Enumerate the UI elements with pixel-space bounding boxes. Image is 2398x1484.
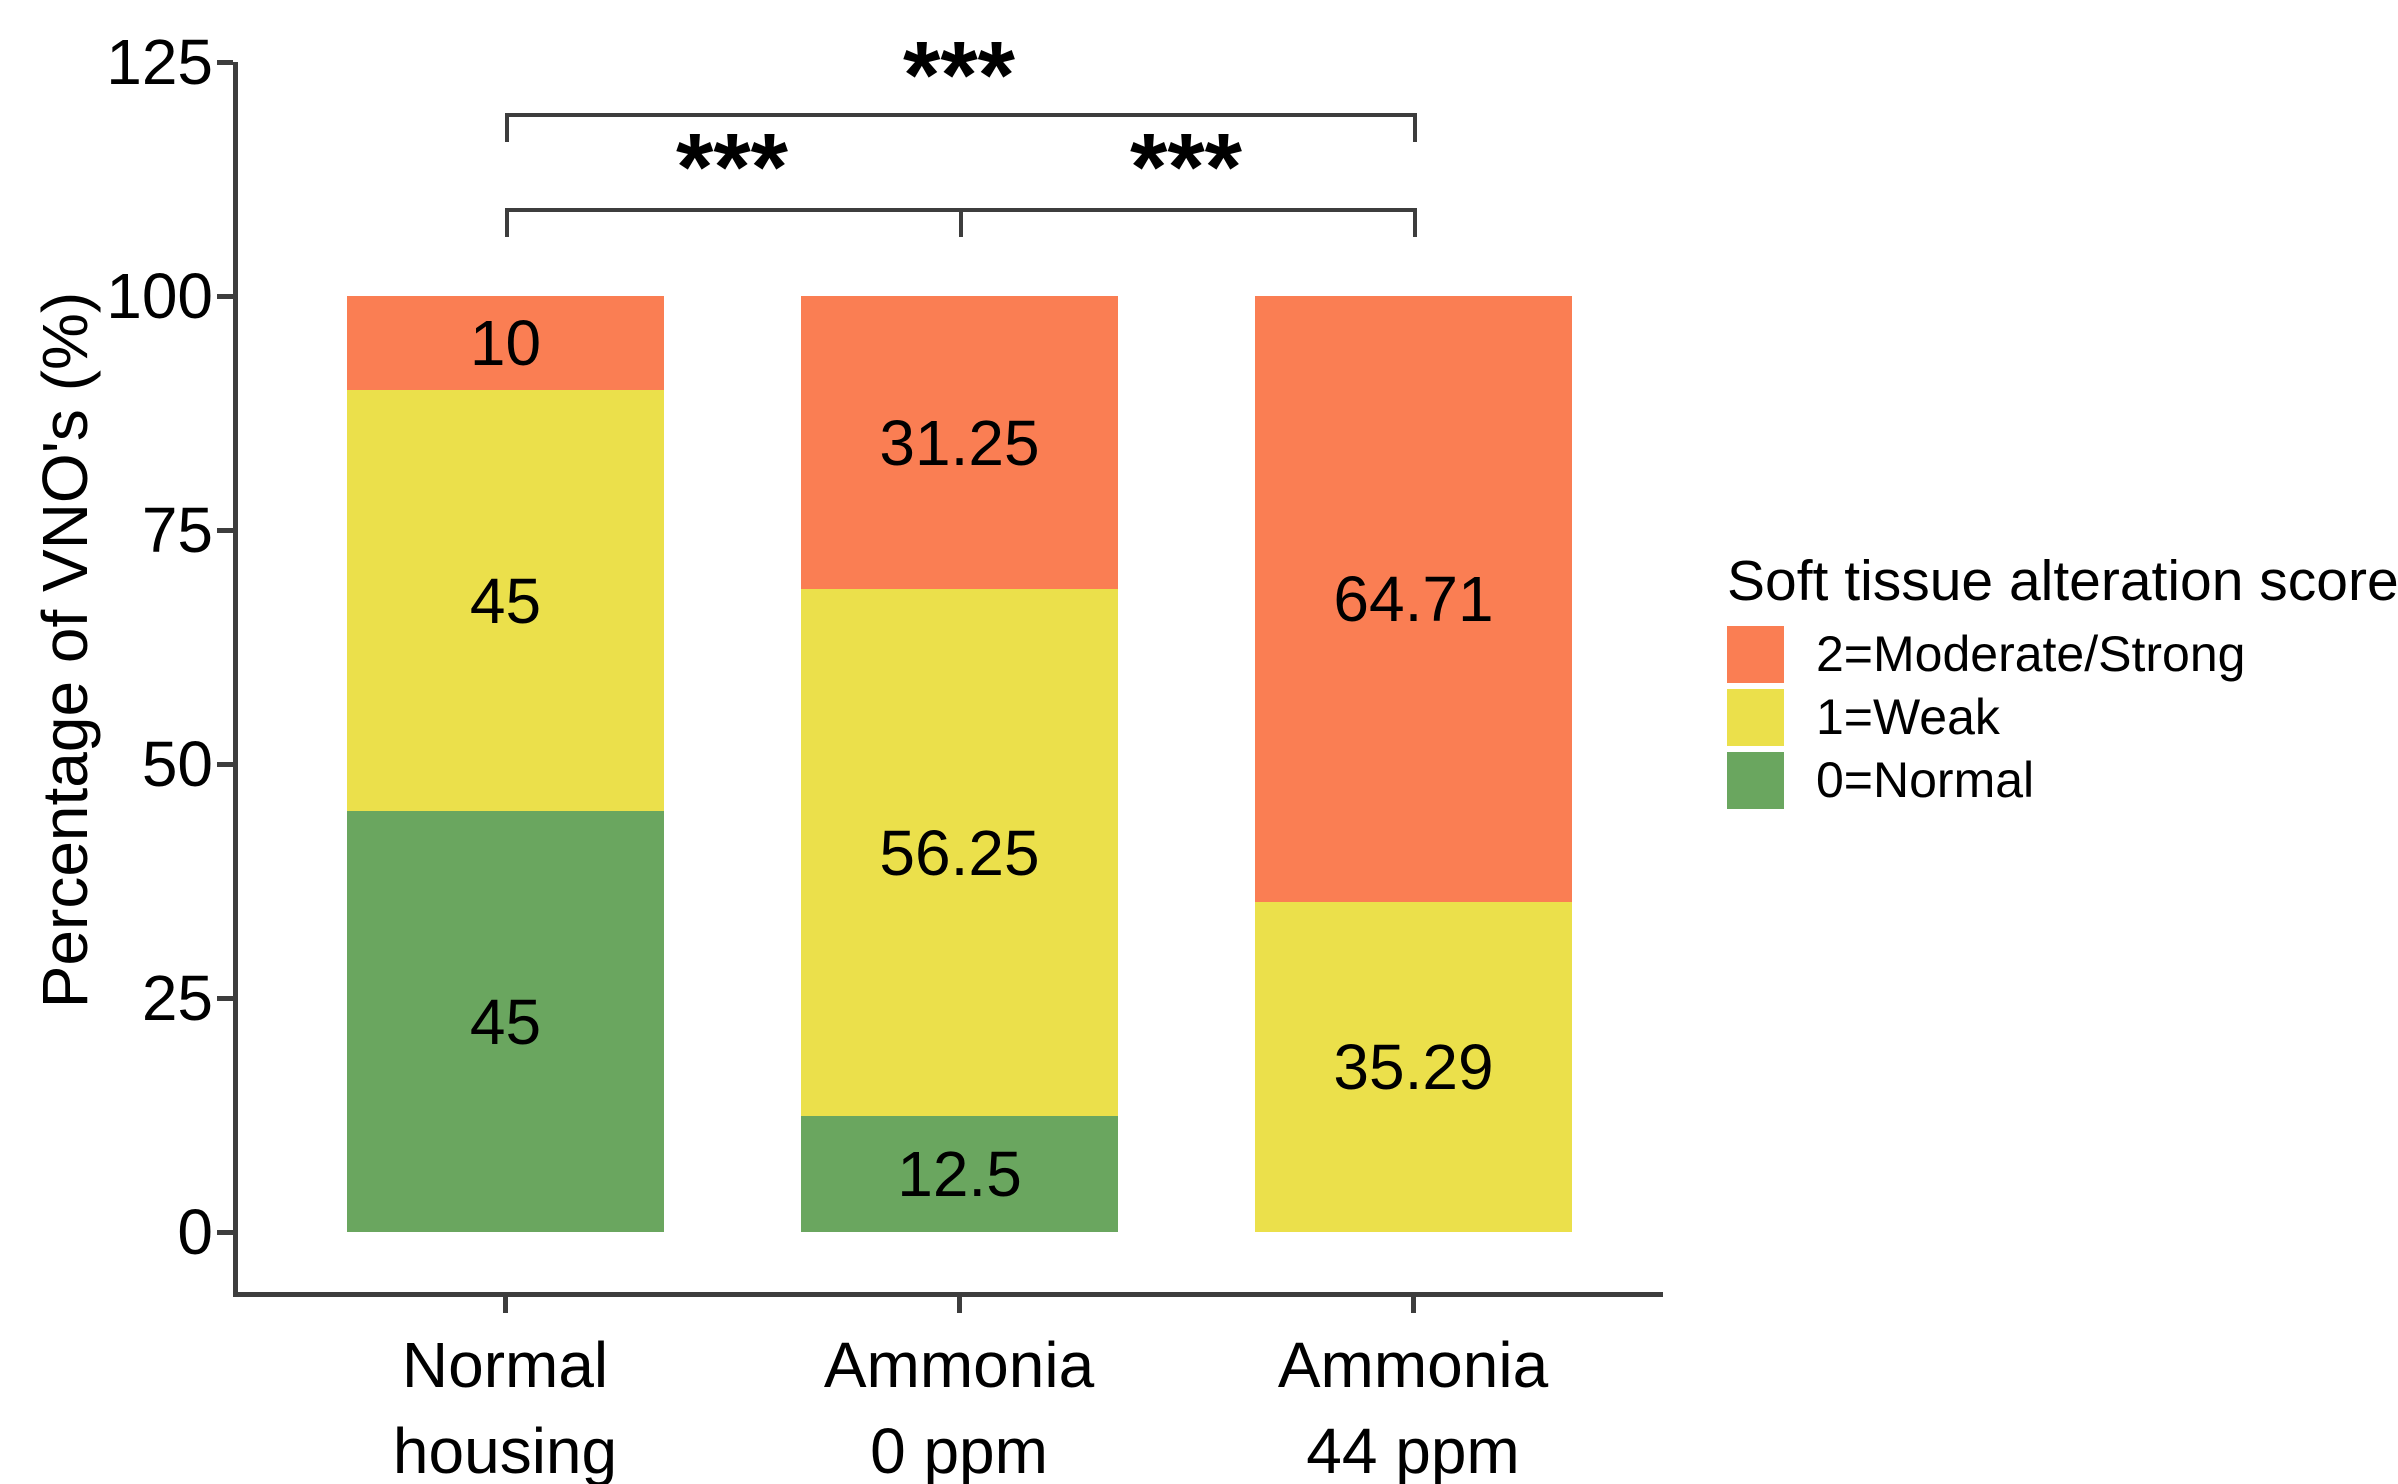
legend-swatch xyxy=(1727,752,1784,809)
bar-value-label: 64.71 xyxy=(1333,563,1494,635)
bar-segment: 64.71 xyxy=(1255,296,1572,902)
legend: Soft tissue alteration score 2=Moderate/… xyxy=(1727,549,2398,815)
x-tick-mark xyxy=(957,1297,962,1313)
x-category-label-line: Normal xyxy=(401,1329,609,1401)
bar-segment: 56.25 xyxy=(801,589,1118,1116)
x-category-label-line: housing xyxy=(392,1415,618,1484)
y-tick-label: 125 xyxy=(106,26,213,98)
y-tick-label: 0 xyxy=(177,1196,213,1268)
significance-bracket-line xyxy=(505,113,1417,117)
y-tick-label: 50 xyxy=(141,728,213,800)
x-category-label: Ammonia 44 ppm xyxy=(1193,1322,1633,1484)
x-category-label-line: Ammonia xyxy=(1277,1329,1549,1401)
legend-swatch xyxy=(1727,626,1784,683)
legend-item-label: 1=Weak xyxy=(1816,689,2000,745)
y-axis-title: Percentage of VNO's (%) xyxy=(29,291,101,1009)
y-tick-mark xyxy=(217,1230,233,1235)
significance-stars: *** xyxy=(1129,114,1243,221)
significance-bracket-tick xyxy=(1413,113,1417,142)
bar-segment: 10 xyxy=(347,296,664,390)
bar-value-label: 35.29 xyxy=(1333,1031,1494,1103)
bar-value-label: 12.5 xyxy=(897,1137,1022,1210)
significance-stars: *** xyxy=(675,114,789,221)
legend-swatch xyxy=(1727,689,1784,746)
legend-item: 2=Moderate/Strong xyxy=(1727,626,2398,683)
x-axis-line xyxy=(233,1292,1663,1297)
bar-segment: 45 xyxy=(347,811,664,1232)
significance-bracket-tick xyxy=(505,113,509,142)
legend-items: 2=Moderate/Strong 1=Weak 0=Normal xyxy=(1727,626,2398,809)
x-category-label-line: 0 ppm xyxy=(870,1415,1048,1484)
bar-value-label: 45 xyxy=(469,564,542,637)
significance-bracket-tick xyxy=(1413,208,1417,237)
legend-item-label: 2=Moderate/Strong xyxy=(1816,626,2246,682)
y-axis-line xyxy=(233,62,238,1297)
legend-title: Soft tissue alteration score xyxy=(1727,549,2398,613)
bar-value-label: 45 xyxy=(469,985,542,1058)
bar-value-label: 31.25 xyxy=(879,406,1040,479)
y-tick-label: 75 xyxy=(141,494,213,566)
significance-bracket-tick xyxy=(505,208,509,237)
bar-value-label: 10 xyxy=(469,307,542,379)
y-tick-label: 25 xyxy=(141,962,213,1034)
x-category-label: Ammonia 0 ppm xyxy=(739,1322,1179,1484)
y-tick-label: 100 xyxy=(106,260,213,332)
bar-segment: 35.29 xyxy=(1255,902,1572,1232)
x-category-label-line: 44 ppm xyxy=(1306,1415,1520,1484)
x-category-label: Normal housing xyxy=(285,1322,725,1484)
legend-item: 0=Normal xyxy=(1727,752,2398,809)
y-tick-mark xyxy=(217,762,233,767)
x-category-label-line: Ammonia xyxy=(823,1329,1095,1401)
bar-segment: 12.5 xyxy=(801,1115,1118,1232)
bar-segment: 45 xyxy=(347,390,664,811)
significance-stars: *** xyxy=(902,22,1016,129)
x-tick-mark xyxy=(1411,1297,1416,1313)
y-tick-mark xyxy=(217,60,233,65)
bar-segment: 31.25 xyxy=(801,296,1118,589)
legend-item: 1=Weak xyxy=(1727,689,2398,746)
x-tick-mark xyxy=(503,1297,508,1313)
legend-item-label: 0=Normal xyxy=(1816,752,2035,808)
y-tick-mark xyxy=(217,528,233,533)
y-tick-mark xyxy=(217,996,233,1001)
bar-value-label: 56.25 xyxy=(879,816,1040,889)
y-tick-mark xyxy=(217,294,233,299)
significance-bracket-tick xyxy=(959,208,963,237)
